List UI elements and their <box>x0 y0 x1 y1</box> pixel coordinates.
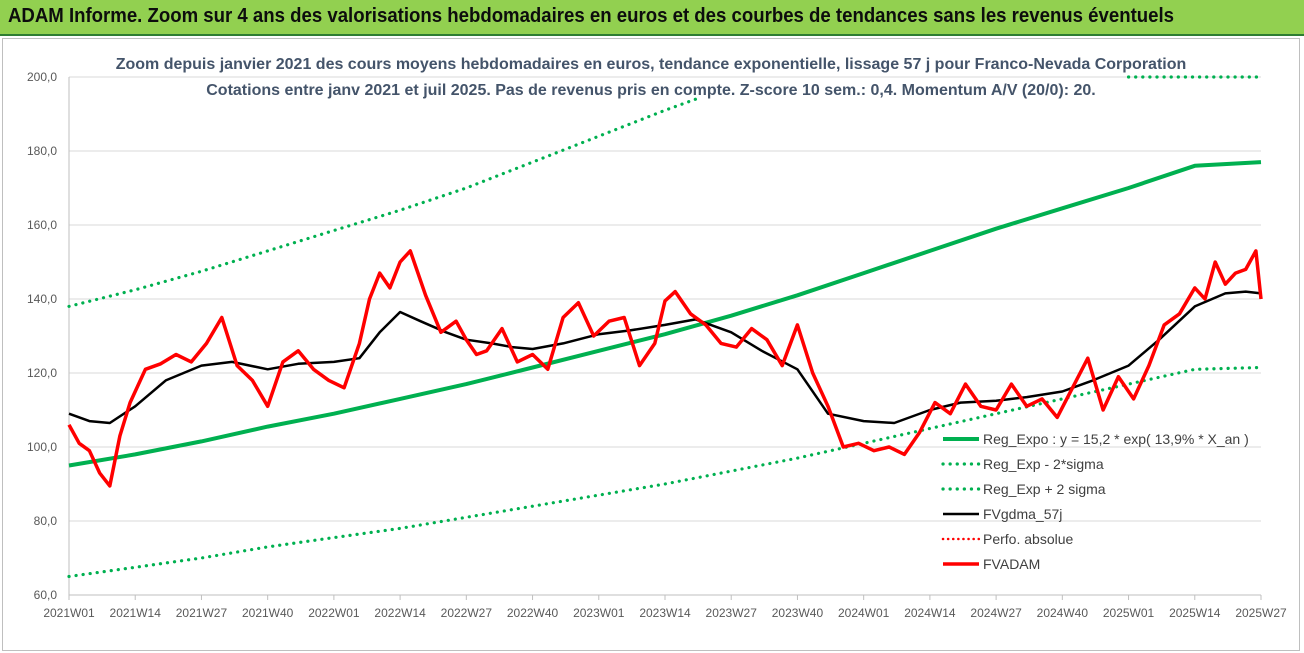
chart-subtitle: Cotations entre janv 2021 et juil 2025. … <box>206 82 1096 99</box>
x-tick-label: 2025W01 <box>1103 606 1155 620</box>
series-layer <box>67 75 1263 579</box>
x-tick-label: 2023W27 <box>706 606 758 620</box>
y-tick-label: 200,0 <box>27 70 57 84</box>
series-line-reg-exp-2-sigma <box>67 365 1263 579</box>
series-line-reg-expo-y-15-2-exp-13-9-x-an <box>68 160 1262 468</box>
x-tick-label: 2021W01 <box>43 606 95 620</box>
x-tick-label: 2021W27 <box>176 606 228 620</box>
header-banner: ADAM Informe. Zoom sur 4 ans des valoris… <box>0 0 1304 36</box>
legend-label: Reg_Exp - 2*sigma <box>983 456 1104 472</box>
x-tick-label: 2025W14 <box>1169 606 1221 620</box>
y-tick-label: 180,0 <box>27 144 57 158</box>
x-tick-label: 2024W14 <box>904 606 956 620</box>
legend-label: Reg_Expo : y = 15,2 * exp( 13,9% * X_an … <box>983 431 1249 447</box>
y-tick-label: 80,0 <box>34 514 58 528</box>
legend-label: Reg_Exp + 2 sigma <box>983 481 1106 497</box>
chart-title: Zoom depuis janvier 2021 des cours moyen… <box>116 56 1187 73</box>
x-axis: 2021W01 2021W14 2021W27 2021W40 2022W01 2022W… <box>43 595 1287 620</box>
x-tick-label: 2022W27 <box>441 606 493 620</box>
x-tick-label: 2024W40 <box>1037 606 1089 620</box>
legend-label: FVADAM <box>983 556 1040 572</box>
x-tick-label: 2023W40 <box>772 606 824 620</box>
y-tick-label: 160,0 <box>27 218 57 232</box>
series-line-fvadam <box>67 249 1263 488</box>
x-tick-label: 2024W27 <box>970 606 1022 620</box>
x-tick-label: 2021W14 <box>110 606 162 620</box>
y-tick-label: 60,0 <box>34 588 58 602</box>
y-tick-label: 120,0 <box>27 366 57 380</box>
series-line-reg-exp-2-sigma <box>67 97 698 308</box>
series-line-fvgdma-57j <box>68 290 1262 425</box>
legend-label: Perfo. absolue <box>983 531 1073 547</box>
x-tick-label: 2025W27 <box>1235 606 1287 620</box>
x-tick-label: 2021W40 <box>242 606 294 620</box>
x-tick-label: 2022W40 <box>507 606 559 620</box>
x-tick-label: 2023W14 <box>639 606 691 620</box>
y-axis: 60,0 80,0 100,0 120,0 140,0 160,0 180,0 200,0 <box>27 70 57 602</box>
chart-svg: 60,0 80,0 100,0 120,0 140,0 160,0 180,0 200,0 2… <box>27 56 1287 620</box>
x-tick-label: 2024W01 <box>838 606 890 620</box>
x-tick-label: 2022W14 <box>374 606 426 620</box>
x-tick-label: 2022W01 <box>308 606 360 620</box>
y-tick-label: 140,0 <box>27 292 57 306</box>
page-title: ADAM Informe. Zoom sur 4 ans des valoris… <box>8 5 1174 27</box>
legend-label: FVgdma_57j <box>983 506 1062 522</box>
y-tick-label: 100,0 <box>27 440 57 454</box>
legend: Reg_Expo : y = 15,2 * exp( 13,9% * X_an … <box>941 431 1249 572</box>
x-tick-label: 2023W01 <box>573 606 625 620</box>
chart-area: 60,0 80,0 100,0 120,0 140,0 160,0 180,0 200,0 2… <box>2 38 1300 651</box>
